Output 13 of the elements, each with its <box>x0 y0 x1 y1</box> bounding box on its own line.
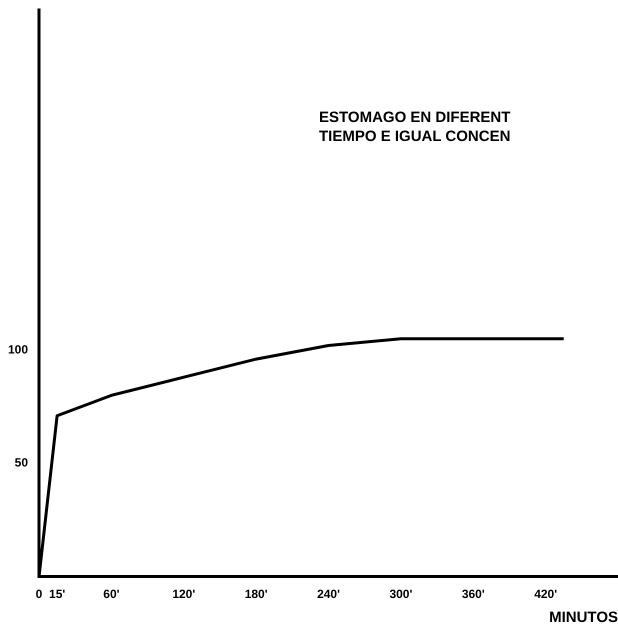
x-tick-label: 0 <box>36 587 43 602</box>
x-axis-title: MINUTOS <box>549 609 618 626</box>
x-tick-label: 360' <box>462 587 485 602</box>
text: ESTOMAGO EN DIFERENT TIEMPO E IGUAL CONCEN <box>319 108 510 145</box>
x-tick-label: 300' <box>389 587 412 602</box>
x-tick-label: 180' <box>244 587 268 602</box>
x-tick-label: 60' <box>103 587 120 602</box>
y-tick-label: 50 <box>14 456 28 470</box>
x-tick-label: 420' <box>534 587 558 602</box>
x-tick-label: 240' <box>317 587 340 602</box>
x-tick-label: 15' <box>49 587 66 602</box>
x-tick-label: 120' <box>172 587 196 602</box>
y-tick-label: 100 <box>8 342 28 356</box>
